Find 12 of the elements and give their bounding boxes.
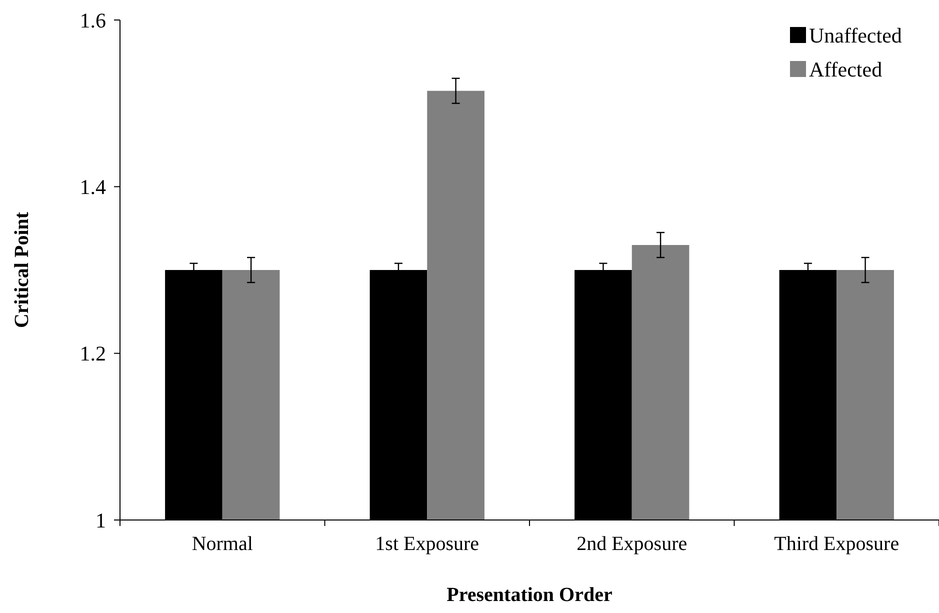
legend-label: Unaffected <box>809 23 902 48</box>
y-tick-label: 1.2 <box>80 342 106 366</box>
x-axis-title: Presentation Order <box>446 584 612 606</box>
legend-label: Affected <box>809 57 883 82</box>
y-axis-title: Critical Point <box>11 212 33 328</box>
x-tick-label: 1st Exposure <box>375 533 480 555</box>
x-tick-label: Third Exposure <box>774 533 900 555</box>
x-tick-label: 2nd Exposure <box>576 533 688 555</box>
y-tick-label: 1.6 <box>80 8 106 32</box>
y-tick-label: 1 <box>96 508 106 532</box>
y-tick-label: 1.4 <box>80 175 106 200</box>
x-tick-label: Normal <box>192 533 254 555</box>
